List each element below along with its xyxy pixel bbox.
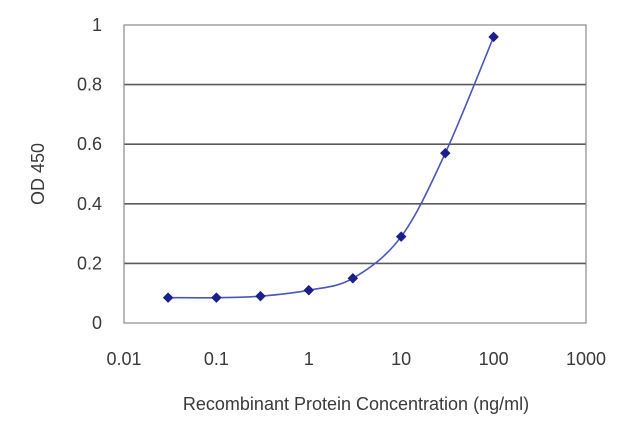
x-tick-label: 100 (479, 349, 509, 369)
x-axis-title: Recombinant Protein Concentration (ng/ml… (183, 394, 529, 414)
plot-frame (123, 24, 587, 324)
series-points (162, 31, 499, 304)
data-point (488, 31, 499, 43)
grid-lines (124, 83, 586, 265)
y-axis-ticks: 0 0.2 0.4 0.6 0.8 1 (77, 15, 102, 333)
x-tick-label: 10 (391, 349, 411, 369)
y-tick-label: 0.6 (77, 134, 102, 154)
data-point (211, 292, 222, 304)
series-fit-curve (168, 36, 495, 299)
x-tick-label: 0.1 (204, 349, 229, 369)
y-axis-title: OD 450 (28, 143, 48, 205)
data-point (303, 284, 315, 296)
y-tick-label: 0 (92, 313, 102, 333)
x-tick-label: 1000 (566, 349, 606, 369)
y-tick-label: 1 (92, 15, 102, 35)
data-point (395, 231, 407, 242)
data-point (255, 290, 266, 302)
x-tick-label: 1 (304, 349, 314, 369)
x-axis-ticks: 0.01 0.1 1 10 100 1000 (106, 349, 606, 369)
x-tick-label: 0.01 (106, 349, 141, 369)
y-tick-label: 0.8 (77, 75, 102, 95)
data-point (347, 272, 359, 284)
data-point (162, 292, 174, 304)
data-point (439, 147, 451, 159)
y-tick-label: 0.4 (77, 194, 102, 214)
y-tick-label: 0.2 (77, 253, 102, 273)
